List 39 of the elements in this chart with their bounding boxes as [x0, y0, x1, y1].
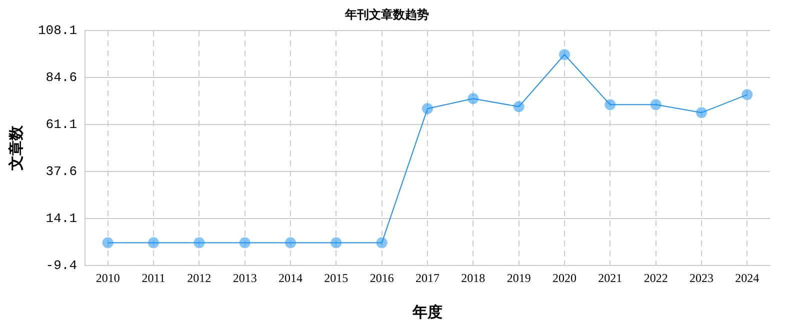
x-tick-label: 2015	[324, 270, 348, 285]
point	[468, 93, 479, 104]
x-tick-label: 2020	[552, 270, 576, 285]
y-axis-title: 文章数	[6, 124, 25, 172]
point	[559, 49, 570, 60]
x-tick-label: 2013	[232, 270, 257, 285]
x-tick-label: 2024	[735, 270, 760, 285]
point	[696, 107, 707, 118]
x-tick-label: 2016	[370, 270, 394, 285]
y-tick-label: 14.1	[46, 210, 78, 226]
x-tick-label: 2014	[278, 270, 303, 285]
x-tick-label: 2023	[690, 270, 714, 285]
point	[239, 237, 250, 248]
x-tick-label: 2021	[598, 270, 622, 285]
point	[102, 237, 114, 248]
x-tick-label: 2019	[506, 270, 531, 285]
point	[513, 101, 524, 112]
x-tick-label: 2010	[96, 270, 120, 285]
point	[742, 89, 753, 100]
point	[650, 99, 662, 110]
x-tick-label: 2017	[416, 270, 440, 285]
point	[285, 237, 296, 248]
point	[422, 103, 434, 114]
point	[148, 237, 160, 248]
x-tick-label: 2022	[644, 270, 668, 285]
y-tick-label: 37.6	[46, 164, 78, 179]
x-axis-title: 年度	[412, 302, 443, 321]
point	[376, 237, 388, 248]
x-tick-label: 2011	[142, 270, 166, 285]
point	[330, 237, 342, 248]
y-tick-label: -9.4	[46, 258, 78, 274]
point	[194, 237, 205, 248]
x-tick-label: 2012	[187, 270, 212, 285]
y-tick-label: 84.6	[46, 70, 78, 85]
y-tick-label: 61.1	[46, 116, 78, 132]
point	[604, 99, 616, 110]
chart-title: 年刊文章数趋势	[344, 7, 429, 22]
y-tick-label: 108.1	[38, 22, 78, 38]
x-tick-label: 2018	[461, 270, 486, 285]
